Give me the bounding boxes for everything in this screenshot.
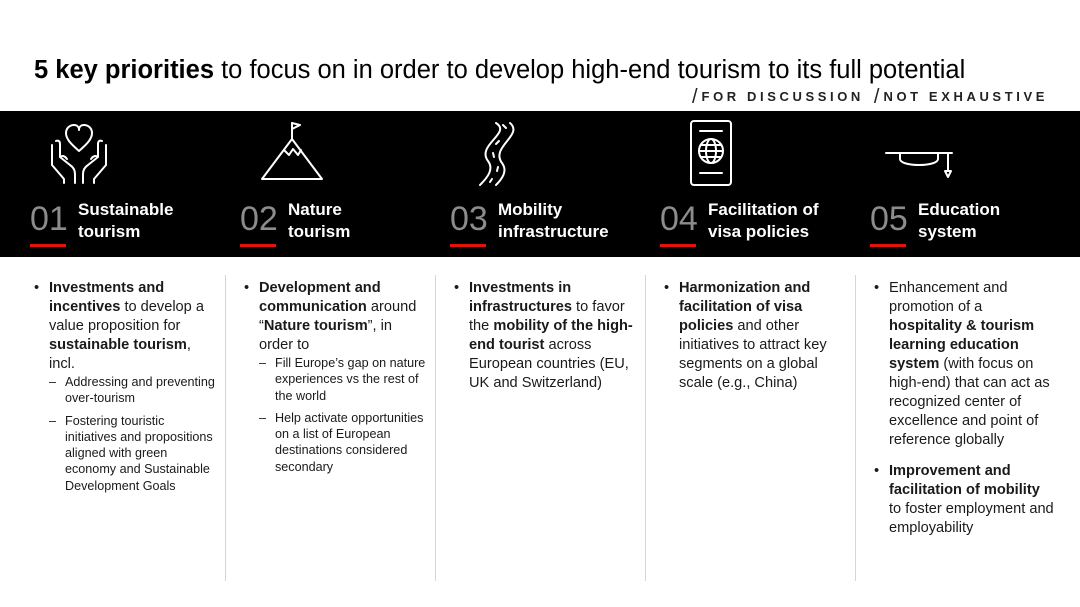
tag-not-exhaustive: NOT EXHAUSTIVE <box>883 89 1048 104</box>
column-divider <box>855 275 856 581</box>
column-divider <box>645 275 646 581</box>
accent-bar <box>30 244 66 247</box>
road-icon <box>466 119 536 189</box>
accent-bar <box>660 244 696 247</box>
header-band: 01 Sustainable tourism 02 Nature tourism <box>0 111 1080 257</box>
graduation-cap-icon <box>884 119 954 189</box>
column-title: Mobility infrastructure <box>498 200 609 241</box>
column-divider <box>225 275 226 581</box>
column-header-2: 02 Nature tourism <box>240 111 450 257</box>
mountain-flag-icon <box>258 119 328 189</box>
column-header-5: 05 Education system <box>870 111 1080 257</box>
slash-divider: / <box>691 86 698 108</box>
column-header-1: 01 Sustainable tourism <box>30 111 240 257</box>
column-divider <box>435 275 436 581</box>
column-number: 05 <box>870 200 908 238</box>
bullet-item: Improvement and facilitation of mobility… <box>874 462 1054 538</box>
sub-bullet-item: Fill Europe’s gap on nature experiences … <box>259 355 426 404</box>
column-body-4: Harmonization and facilitation of visa p… <box>664 279 846 405</box>
column-title: Sustainable tourism <box>78 200 174 241</box>
sub-bullet-item: Fostering touristic initiatives and prop… <box>49 413 216 494</box>
title-bold: 5 key priorities <box>34 56 215 84</box>
column-header-4: 04 Facilitation of visa policies <box>660 111 870 257</box>
column-number: 03 <box>450 200 488 238</box>
column-title: Nature tourism <box>288 200 351 241</box>
column-header-3: 03 Mobility infrastructure <box>450 111 660 257</box>
bullet-item: Enhancement and promotion of a hospitali… <box>874 279 1054 450</box>
sub-bullet-item: Help activate opportunities on a list of… <box>259 410 426 475</box>
column-body-5: Enhancement and promotion of a hospitali… <box>874 279 1054 550</box>
title-rest: to focus on in order to develop high-end… <box>214 56 966 84</box>
bullet-item: Investments in infrastructures to favor … <box>454 279 636 393</box>
column-number: 04 <box>660 200 698 238</box>
column-number: 02 <box>240 200 278 238</box>
accent-bar <box>870 244 906 247</box>
column-body-2: Development and communication around “Na… <box>244 279 426 487</box>
accent-bar <box>240 244 276 247</box>
hands-heart-icon <box>44 119 114 189</box>
column-number: 01 <box>30 200 68 238</box>
column-body-3: Investments in infrastructures to favor … <box>454 279 636 405</box>
accent-bar <box>450 244 486 247</box>
column-title: Education system <box>918 200 1001 241</box>
sub-bullet-item: Addressing and preventing over-tourism <box>49 374 216 407</box>
bullet-item: Development and communication around “Na… <box>244 279 426 475</box>
column-title: Facilitation of visa policies <box>708 200 819 241</box>
discussion-tags: / FOR DISCUSSION / NOT EXHAUSTIVE <box>692 86 1048 109</box>
tag-for-discussion: FOR DISCUSSION <box>701 89 864 104</box>
bullet-item: Investments and incentives to develop a … <box>34 279 216 494</box>
page-title: 5 key priorities to focus on in order to… <box>34 54 965 86</box>
column-body-1: Investments and incentives to develop a … <box>34 279 216 506</box>
slash-divider: / <box>873 86 880 108</box>
bullet-item: Harmonization and facilitation of visa p… <box>664 279 846 393</box>
passport-icon <box>676 119 746 189</box>
